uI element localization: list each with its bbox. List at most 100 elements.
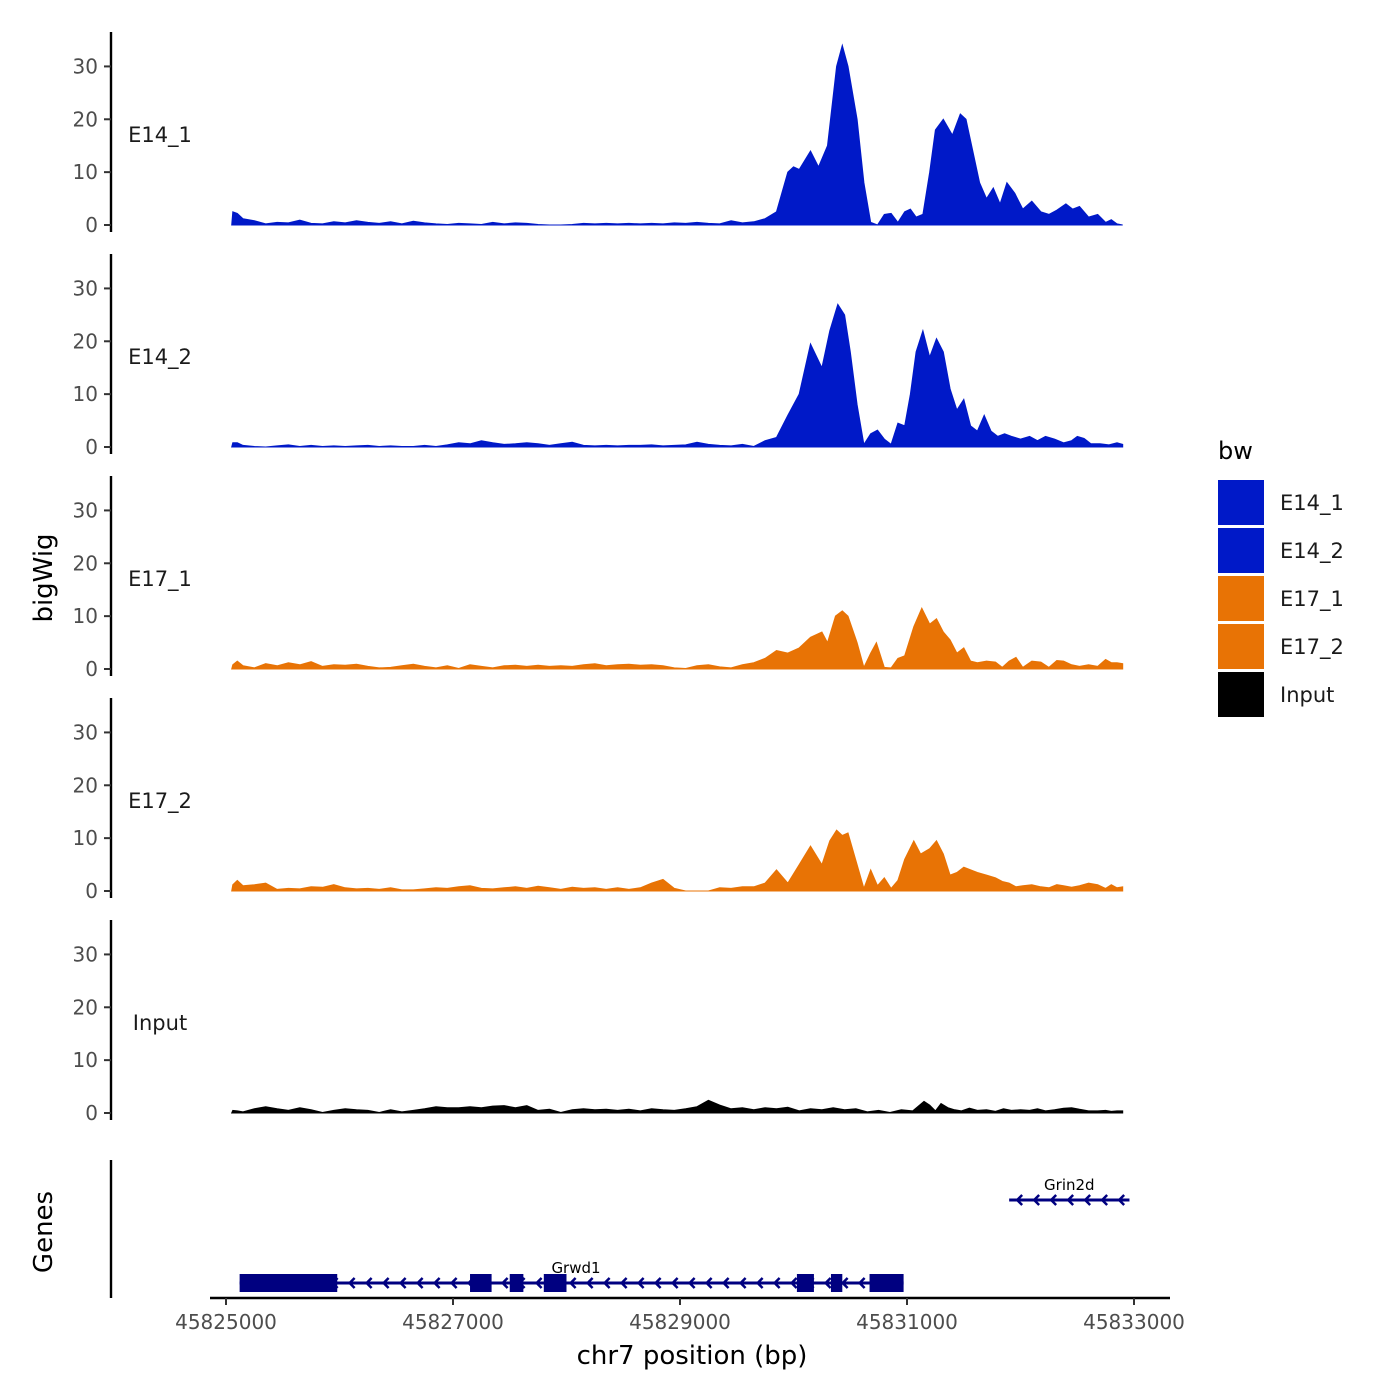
track-label: E14_1 bbox=[128, 123, 192, 148]
strand-arrow bbox=[670, 1277, 679, 1289]
x-tick-label: 45831000 bbox=[856, 1310, 958, 1334]
strand-arrow bbox=[449, 1277, 458, 1289]
strand-arrow bbox=[500, 1277, 509, 1289]
strand-arrow bbox=[619, 1277, 628, 1289]
y-tick-label: 10 bbox=[73, 160, 98, 184]
strand-arrow bbox=[789, 1277, 798, 1289]
exon-block bbox=[543, 1274, 567, 1292]
y-tick-label: 20 bbox=[73, 995, 98, 1019]
strand-arrow bbox=[585, 1277, 594, 1289]
strand-arrow bbox=[636, 1277, 645, 1289]
track-label: E17_2 bbox=[128, 789, 192, 814]
strand-arrow bbox=[398, 1277, 407, 1289]
strand-arrow bbox=[823, 1277, 832, 1289]
strand-arrow bbox=[687, 1277, 696, 1289]
gene-label: Grwd1 bbox=[551, 1259, 600, 1277]
genes-axis-title: Genes bbox=[29, 1191, 59, 1273]
gene-grin2d: Grin2d bbox=[1009, 1176, 1130, 1206]
legend-item: E14_1 bbox=[1218, 480, 1344, 525]
panel-e17-1: 0 10 20 30 E17_1 bbox=[73, 476, 1124, 681]
strand-arrow bbox=[721, 1277, 730, 1289]
legend-item: E17_2 bbox=[1218, 624, 1344, 669]
legend-label: E17_1 bbox=[1280, 587, 1344, 612]
strand-arrow bbox=[534, 1277, 543, 1289]
y-tick-label: 10 bbox=[73, 826, 98, 850]
strand-arrow bbox=[704, 1277, 713, 1289]
gene-label: Grin2d bbox=[1044, 1176, 1095, 1194]
legend-swatch bbox=[1218, 624, 1264, 669]
y-tick-label: 20 bbox=[73, 329, 98, 353]
y-tick-label: 10 bbox=[73, 1048, 98, 1072]
legend-swatch bbox=[1218, 672, 1264, 717]
signal-area-e14-2 bbox=[231, 303, 1124, 448]
strand-arrow bbox=[1015, 1194, 1024, 1206]
strand-arrow bbox=[857, 1277, 866, 1289]
signal-area-e17-2 bbox=[231, 829, 1124, 892]
gene-track: Grwd1 Grin2d bbox=[109, 1160, 1130, 1298]
y-tick-label: 30 bbox=[73, 498, 98, 522]
legend-item: E14_2 bbox=[1218, 528, 1344, 573]
panel-e17-2: 0 10 20 30 E17_2 bbox=[73, 698, 1124, 903]
legend-label: Input bbox=[1280, 683, 1334, 707]
strand-arrow bbox=[432, 1277, 441, 1289]
strand-arrow bbox=[772, 1277, 781, 1289]
legend-label: E17_2 bbox=[1280, 635, 1344, 660]
strand-arrow bbox=[568, 1277, 577, 1289]
x-tick-label: 45833000 bbox=[1083, 1310, 1185, 1334]
strand-arrow bbox=[1100, 1194, 1109, 1206]
x-tick-label: 45829000 bbox=[629, 1310, 731, 1334]
strand-arrow bbox=[1066, 1194, 1075, 1206]
legend-label: E14_1 bbox=[1280, 491, 1344, 516]
y-tick-label: 20 bbox=[73, 773, 98, 797]
strand-arrow bbox=[602, 1277, 611, 1289]
panel-e14-2: 0 10 20 30 E14_2 bbox=[73, 254, 1124, 459]
strand-arrow bbox=[755, 1277, 764, 1289]
legend-swatch bbox=[1218, 528, 1264, 573]
y-tick-label: 20 bbox=[73, 551, 98, 575]
x-tick-label: 45827000 bbox=[402, 1310, 504, 1334]
y-tick-label: 30 bbox=[73, 54, 98, 78]
y-tick-label: 0 bbox=[85, 657, 98, 681]
y-tick-label: 30 bbox=[73, 720, 98, 744]
strand-arrow bbox=[347, 1277, 356, 1289]
x-axis: 45825000 45827000 45829000 45831000 45833000 bbox=[175, 1296, 1185, 1334]
signal-area-e14-1 bbox=[231, 43, 1123, 226]
exon-block bbox=[869, 1274, 904, 1292]
signal-area-input bbox=[230, 1099, 1124, 1114]
y-tick-label: 30 bbox=[73, 942, 98, 966]
y-tick-label: 20 bbox=[73, 107, 98, 131]
signal-area-e17-1 bbox=[231, 607, 1124, 670]
y-tick-label: 0 bbox=[85, 435, 98, 459]
y-tick-label: 10 bbox=[73, 604, 98, 628]
legend-swatch bbox=[1218, 576, 1264, 621]
panel-input: 0 10 20 30 Input bbox=[73, 920, 1124, 1125]
track-label: Input bbox=[133, 1011, 187, 1035]
gene-grwd1: Grwd1 bbox=[239, 1259, 904, 1292]
y-tick-label: 0 bbox=[85, 879, 98, 903]
strand-arrow bbox=[840, 1277, 849, 1289]
track-label: E14_2 bbox=[128, 345, 192, 370]
strand-arrow bbox=[415, 1277, 424, 1289]
exon-block bbox=[239, 1274, 338, 1292]
track-label: E17_1 bbox=[128, 567, 192, 592]
exon-block bbox=[830, 1274, 843, 1292]
exon-block bbox=[796, 1274, 814, 1292]
strand-arrow bbox=[738, 1277, 747, 1289]
exon-block bbox=[470, 1274, 492, 1292]
exon-block bbox=[509, 1274, 524, 1292]
legend-item: E17_1 bbox=[1218, 576, 1344, 621]
signal-panels: 0 10 20 30 E14_1 0 10 20 30 E14_2 0 10 20 30 E17_1 0 10 2… bbox=[73, 32, 1124, 1125]
y-tick-label: 0 bbox=[85, 1101, 98, 1125]
panel-e14-1: 0 10 20 30 E14_1 bbox=[73, 32, 1123, 237]
strand-arrow bbox=[381, 1277, 390, 1289]
legend-swatch bbox=[1218, 480, 1264, 525]
strand-arrow bbox=[1083, 1194, 1092, 1206]
legend-title: bw bbox=[1218, 437, 1253, 465]
strand-arrow bbox=[1032, 1194, 1041, 1206]
legend: bw E14_1 E14_2 E17_1 E17_2 Input bbox=[1218, 437, 1344, 717]
y-tick-label: 30 bbox=[73, 276, 98, 300]
strand-arrow bbox=[1049, 1194, 1058, 1206]
y-axis-title: bigWig bbox=[29, 533, 59, 622]
y-tick-label: 10 bbox=[73, 382, 98, 406]
